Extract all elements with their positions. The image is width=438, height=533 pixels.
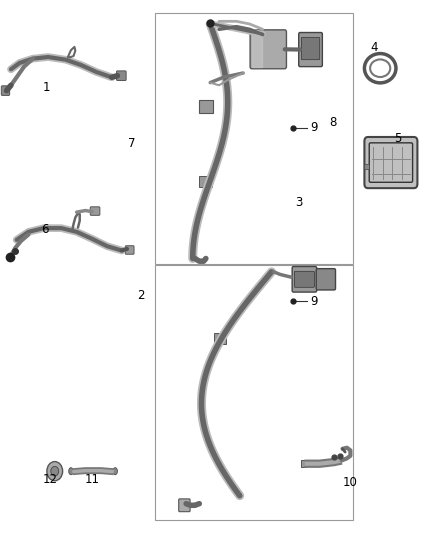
Bar (199, 100, 213, 113)
Bar (301, 460, 306, 467)
Text: 1: 1 (43, 82, 50, 94)
FancyBboxPatch shape (125, 246, 134, 254)
FancyBboxPatch shape (301, 37, 320, 60)
FancyBboxPatch shape (299, 33, 322, 67)
FancyBboxPatch shape (294, 271, 314, 287)
Circle shape (51, 466, 59, 476)
Text: 9: 9 (310, 295, 318, 308)
Ellipse shape (69, 468, 73, 474)
Text: 5: 5 (394, 132, 402, 145)
Text: 6: 6 (41, 223, 48, 236)
FancyBboxPatch shape (316, 269, 336, 290)
Text: 10: 10 (343, 476, 358, 489)
Bar (155, 13, 353, 264)
FancyBboxPatch shape (250, 30, 286, 69)
Bar (214, 333, 226, 344)
Text: 3: 3 (295, 196, 302, 209)
Text: 9: 9 (310, 122, 318, 134)
FancyBboxPatch shape (90, 207, 100, 215)
Text: 11: 11 (85, 473, 99, 486)
Text: 2: 2 (137, 289, 145, 302)
Bar (155, 265, 353, 520)
FancyBboxPatch shape (179, 499, 190, 512)
Text: 12: 12 (43, 473, 58, 486)
FancyBboxPatch shape (117, 71, 126, 80)
Text: 8: 8 (329, 116, 336, 129)
FancyBboxPatch shape (364, 137, 417, 188)
Text: 4: 4 (371, 42, 378, 54)
Circle shape (47, 462, 63, 481)
Bar (364, 164, 369, 169)
FancyBboxPatch shape (1, 86, 10, 95)
FancyBboxPatch shape (292, 266, 317, 292)
Text: 7: 7 (128, 138, 136, 150)
Ellipse shape (113, 468, 117, 474)
Bar (199, 176, 212, 187)
